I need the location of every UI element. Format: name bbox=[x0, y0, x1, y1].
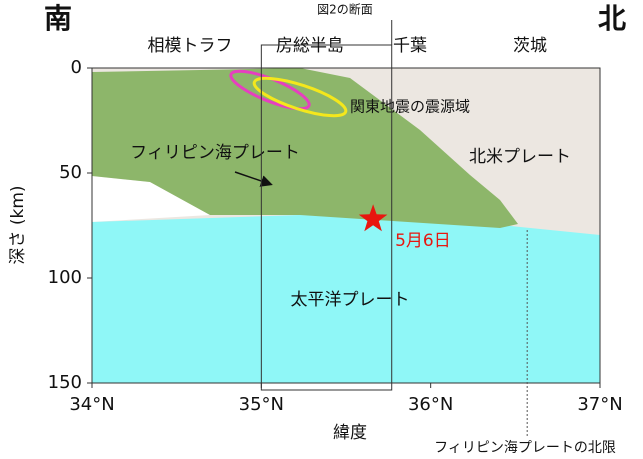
event-label: 5月6日 bbox=[395, 231, 451, 251]
source-area-label: 関東地震の震源域 bbox=[350, 98, 470, 116]
region-label: 茨城 bbox=[513, 36, 547, 56]
source-ellipse-2 bbox=[252, 76, 348, 118]
y-tick-label: 100 bbox=[48, 267, 82, 288]
x-tick-label: 35°N bbox=[239, 394, 284, 415]
section-label: 図2の断面 bbox=[317, 2, 373, 17]
north-limit-label: フィリピン海プレートの北限 bbox=[434, 440, 616, 456]
section-box bbox=[260, 44, 393, 391]
plate-label: 太平洋プレート bbox=[291, 290, 410, 310]
pacific-plate-shape bbox=[92, 215, 600, 383]
north-label: 北 bbox=[598, 2, 626, 35]
white-region bbox=[92, 176, 210, 222]
y-tick-label: 0 bbox=[71, 57, 82, 78]
x-axis-title: 緯度 bbox=[333, 423, 367, 443]
y-tick-label: 50 bbox=[59, 162, 82, 183]
y-axis-title: 深さ (km) bbox=[8, 185, 28, 264]
south-label: 南 bbox=[44, 2, 72, 35]
region-label: 千葉 bbox=[393, 36, 427, 56]
plate-label: フィリピン海プレート bbox=[130, 143, 300, 163]
event-star bbox=[358, 204, 388, 232]
arrow bbox=[234, 171, 273, 187]
x-tick-label: 34°N bbox=[69, 394, 114, 415]
x-tick-label: 36°N bbox=[408, 394, 453, 415]
region-label: 相模トラフ bbox=[148, 36, 233, 56]
region-label: 房総半島 bbox=[276, 36, 344, 56]
plot-frame bbox=[91, 67, 601, 384]
x-tick-label: 37°N bbox=[577, 394, 622, 415]
y-tick-label: 150 bbox=[48, 372, 82, 393]
plate-label: 北米プレート bbox=[469, 147, 571, 167]
philippine-plate-shape bbox=[92, 68, 518, 228]
